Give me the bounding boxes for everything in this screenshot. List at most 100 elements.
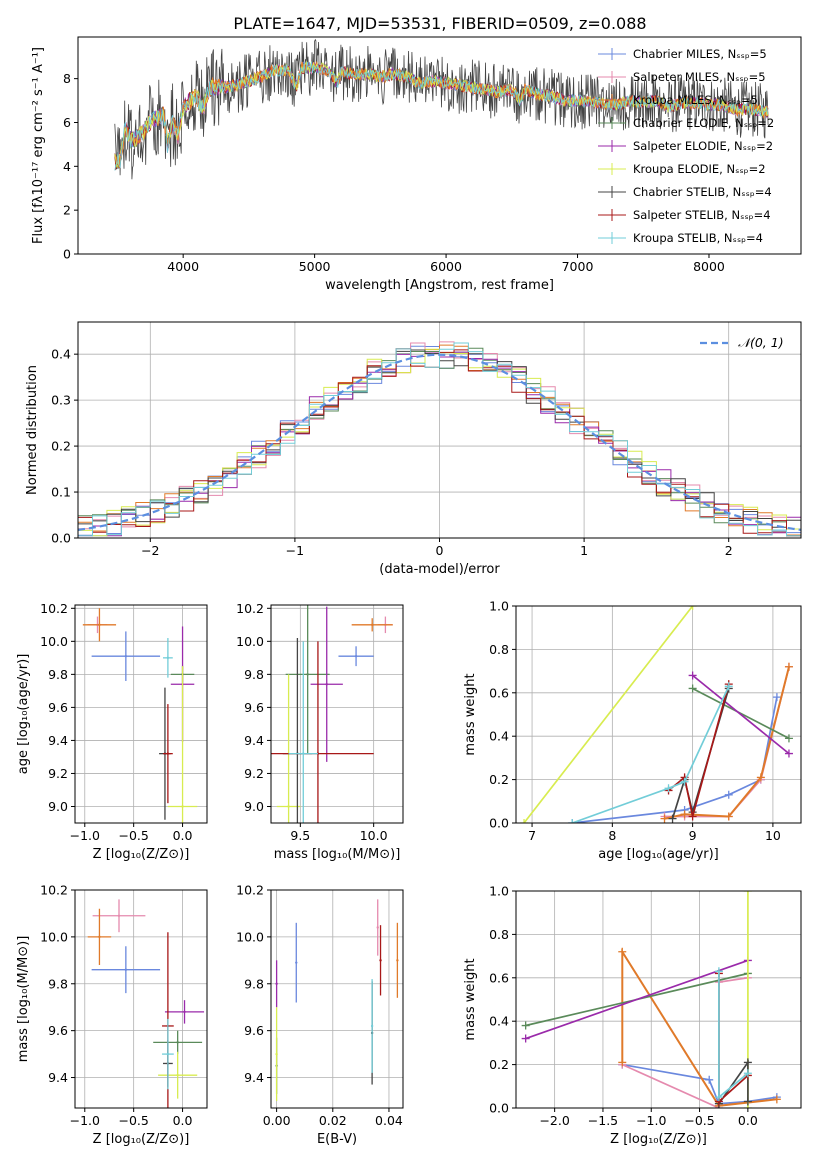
- y-axis-label: Normed distribution: [25, 365, 40, 495]
- x-tick-label: 5000: [299, 259, 331, 274]
- legend-entry: 𝒩(0, 1): [738, 335, 784, 350]
- weight-marker: [521, 1021, 530, 1030]
- data-point: [325, 683, 328, 686]
- data-point: [124, 654, 128, 658]
- data-point: [396, 959, 399, 962]
- legend-entry: Salpeter ELODIE, Nₛₛₚ=2: [633, 139, 773, 153]
- y-tick-label: 6: [63, 115, 71, 130]
- panel-age-vs-mass: 9.5 10.0 9.0 9.2 9.4 9.6 9.8 10.0 10.2 mass [log₁…: [236, 601, 404, 862]
- y-tick-label: 9.4: [48, 733, 68, 748]
- axes-frame: [515, 605, 802, 824]
- x-axis-label: age [log₁₀(age/yr)]: [598, 847, 719, 862]
- x-axis-label: (data-model)/error: [379, 562, 500, 577]
- y-tick-label: 10.0: [236, 634, 264, 649]
- y-tick-label: 9.6: [48, 700, 68, 715]
- plot-area: [87, 899, 205, 1108]
- data-point: [306, 673, 309, 676]
- panel-mass-vs-z: −1.0 −0.5 0.0 9.4 9.6 9.8 10.0 10.2 Z [log₁₀(Z/Z…: [16, 883, 208, 1147]
- weight-marker: [688, 606, 697, 610]
- data-point: [295, 961, 298, 964]
- x-tick-label: −1.0: [636, 1113, 666, 1128]
- x-tick-label: −0.5: [118, 1113, 148, 1128]
- x-tick-label: 0.04: [375, 1113, 403, 1128]
- plot-area: [78, 341, 801, 538]
- plot-area: [521, 891, 781, 1108]
- y-tick-label: 0.0: [489, 1101, 509, 1116]
- legend-entry: Kroupa STELIB, Nₛₛₚ=4: [633, 231, 763, 245]
- panel-weight-vs-z: −2.0 −1.5 −1.0 −0.5 0.0 0.0 0.2 0.4 0.6 0.8 1.0 Z […: [463, 884, 802, 1147]
- y-tick-label: 0.4: [489, 729, 509, 744]
- weight-marker: [688, 671, 697, 680]
- data-point: [176, 1073, 179, 1077]
- weight-marker: [724, 812, 733, 821]
- y-tick-label: 0: [63, 247, 71, 262]
- y-axis-label: mass weight: [463, 958, 478, 1040]
- y-tick-label: 10.0: [40, 634, 68, 649]
- weight-marker: [743, 891, 752, 895]
- data-point: [166, 1052, 170, 1056]
- weight-marker: [521, 1034, 530, 1043]
- plot-area: [275, 899, 399, 1101]
- x-tick-label: 2: [725, 543, 733, 558]
- weight-marker: [618, 1058, 627, 1067]
- x-tick-label: 0.0: [173, 828, 193, 843]
- x-tick-label: 0: [436, 543, 444, 558]
- plot-area: [114, 38, 769, 180]
- y-tick-label: 9.8: [48, 976, 68, 991]
- y-tick-label: 10.2: [40, 601, 68, 616]
- y-tick-label: 0.3: [51, 393, 71, 408]
- y-axis-label: Flux [fλ10⁻¹⁷ erg cm⁻² s⁻¹ A⁻¹]: [31, 47, 46, 244]
- x-tick-label: 10: [765, 828, 781, 843]
- axes-frame: [77, 36, 802, 255]
- legend-entry: Salpeter STELIB, Nₛₛₚ=4: [633, 208, 771, 222]
- x-axis-label: mass [log₁₀(M/M⊙)]: [274, 847, 401, 862]
- weight-marker: [772, 1095, 781, 1104]
- panel-spectrum: 4000 5000 6000 7000 8000 0 2 4 6 8 wavelength [Ang…: [31, 36, 802, 293]
- y-tick-label: 0.4: [51, 347, 71, 362]
- spectrum-line: [114, 61, 769, 171]
- y-tick-label: 10.0: [236, 929, 264, 944]
- weight-series: [525, 959, 749, 1040]
- x-tick-label: 4000: [167, 259, 199, 274]
- data-point: [287, 805, 290, 808]
- y-axis-label: age [log₁₀(age/yr)]: [16, 654, 31, 775]
- weight-marker: [743, 1058, 752, 1067]
- y-tick-label: 0.2: [489, 1057, 509, 1072]
- y-tick-label: 9.6: [244, 1023, 264, 1038]
- x-tick-label: 10.0: [360, 828, 388, 843]
- plot-area: [520, 606, 793, 823]
- weight-marker: [756, 773, 765, 782]
- legend: 𝒩(0, 1): [700, 335, 784, 350]
- data-point: [354, 654, 358, 658]
- x-axis-label: Z [log₁₀(Z/Z⊙)]: [610, 1132, 707, 1147]
- data-point: [166, 752, 170, 755]
- y-tick-label: 9.2: [244, 766, 264, 781]
- data-point: [117, 914, 121, 917]
- weight-marker: [618, 947, 627, 956]
- weight-marker: [743, 1097, 752, 1106]
- legend: Chabrier MILES, Nₛₛₚ=5 Salpeter MILES, Nₛ…: [598, 47, 774, 245]
- y-tick-label: 2: [63, 203, 71, 218]
- y-tick-label: 0.6: [489, 970, 509, 985]
- weight-marker: [664, 784, 673, 793]
- weight-marker: [784, 734, 793, 743]
- y-tick-label: 10.2: [236, 883, 264, 898]
- figure-title: PLATE=1647, MJD=53531, FIBERID=0509, z=0…: [233, 14, 646, 33]
- x-axis-label: Z [log₁₀(Z/Z⊙)]: [93, 1132, 190, 1147]
- weight-series: [667, 683, 730, 817]
- plot-area: [82, 608, 198, 823]
- x-tick-label: 0.0: [173, 1113, 193, 1128]
- y-tick-label: 0.4: [489, 1014, 509, 1029]
- legend-entry: Kroupa MILES, Nₛₛₚ=5: [633, 93, 758, 107]
- y-tick-label: 9.2: [48, 766, 68, 781]
- panel-age-vs-z: −1.0 −0.5 0.0 9.0 9.2 9.4 9.6 9.8 10.0 10.2 Z [log…: [16, 601, 208, 862]
- y-tick-label: 1.0: [489, 884, 509, 899]
- panel-residuals: −2 −1 0 1 2 0.0 0.1 0.2 0.3 0.4 (data-model)/error…: [25, 321, 802, 577]
- y-tick-label: 0.0: [51, 531, 71, 546]
- x-tick-label: 0.0: [738, 1113, 758, 1128]
- x-tick-label: 8000: [693, 259, 725, 274]
- data-point: [176, 1041, 179, 1044]
- weight-marker: [784, 662, 793, 671]
- weight-marker: [705, 1075, 714, 1084]
